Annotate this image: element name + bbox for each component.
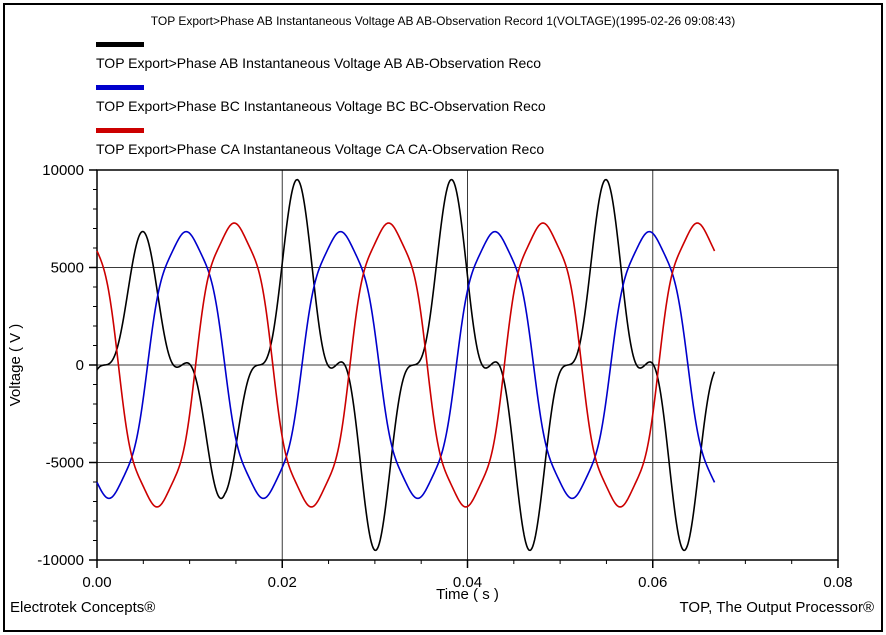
legend-label: TOP Export>Phase AB Instantaneous Voltag… xyxy=(96,55,542,71)
legend: TOP Export>Phase AB Instantaneous Voltag… xyxy=(96,42,546,171)
chart-title: TOP Export>Phase AB Instantaneous Voltag… xyxy=(150,14,736,28)
y-tick-label: 0 xyxy=(76,357,84,374)
waveform-chart: 0.00 0.02 0.04 0.06 0.08 -10000 -5000 0 5000 1000… xyxy=(7,162,853,603)
legend-swatch xyxy=(96,42,144,47)
waveform-phase-ca-voltage xyxy=(96,222,716,508)
x-axis-label: Time ( s ) xyxy=(436,586,499,603)
plot-frame xyxy=(96,169,839,561)
legend-swatch xyxy=(96,128,144,133)
y-axis-label: Voltage ( V ) xyxy=(7,324,24,407)
legend-swatch xyxy=(96,85,144,90)
legend-label: TOP Export>Phase BC Instantaneous Voltag… xyxy=(96,98,546,114)
x-tick-label: 0.04 xyxy=(453,574,482,591)
waveform-phase-ab-voltage xyxy=(96,178,716,552)
y-tick-label: -5000 xyxy=(46,455,84,472)
legend-entry: TOP Export>Phase CA Instantaneous Voltag… xyxy=(96,128,546,157)
x-tick-label: 0.02 xyxy=(268,574,297,591)
x-tick-label: 0.00 xyxy=(82,574,111,591)
y-tick-label: -10000 xyxy=(37,552,84,569)
y-tick-label: 5000 xyxy=(51,260,84,277)
legend-label: TOP Export>Phase CA Instantaneous Voltag… xyxy=(96,141,545,157)
y-tick-label: 10000 xyxy=(42,162,84,179)
x-tick-label: 0.08 xyxy=(823,574,852,591)
footer-brand-left: Electrotek Concepts® xyxy=(10,599,156,616)
footer-brand-right: TOP, The Output Processor® xyxy=(679,599,874,616)
legend-entry: TOP Export>Phase BC Instantaneous Voltag… xyxy=(96,85,546,114)
waveform-phase-bc-voltage xyxy=(96,230,716,500)
legend-entry: TOP Export>Phase AB Instantaneous Voltag… xyxy=(96,42,546,71)
x-tick-label: 0.06 xyxy=(638,574,667,591)
